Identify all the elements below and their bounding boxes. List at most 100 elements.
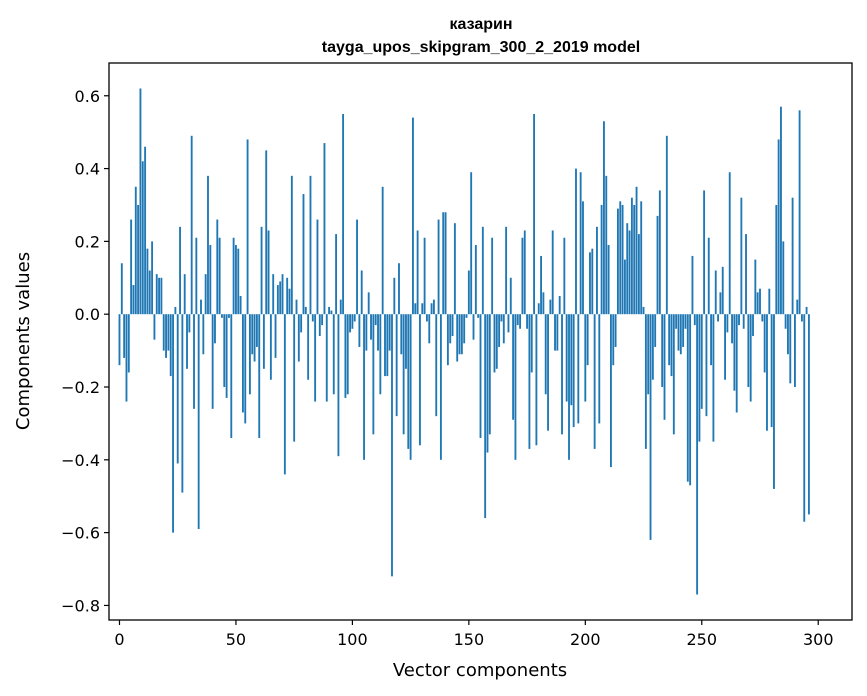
bar-175 bbox=[526, 314, 529, 329]
bar-29 bbox=[186, 314, 188, 369]
bar-114 bbox=[384, 314, 386, 377]
bar-189 bbox=[558, 295, 561, 315]
bar-52 bbox=[239, 295, 242, 315]
bar-272 bbox=[752, 314, 754, 337]
bar-231 bbox=[656, 215, 659, 315]
bar-65 bbox=[269, 314, 272, 380]
bar-95 bbox=[339, 299, 342, 315]
bar-132 bbox=[426, 314, 428, 322]
bar-22 bbox=[169, 314, 172, 377]
bar-82 bbox=[309, 175, 312, 315]
bar-248 bbox=[696, 314, 699, 595]
bar-196 bbox=[575, 168, 577, 315]
y-tick-label-5: −0.4 bbox=[61, 451, 100, 470]
bar-212 bbox=[612, 314, 615, 366]
bar-254 bbox=[710, 314, 713, 366]
bar-86 bbox=[318, 314, 321, 337]
bar-81 bbox=[307, 314, 310, 380]
bar-60 bbox=[258, 314, 261, 438]
bar-90 bbox=[328, 306, 331, 315]
bar-47 bbox=[228, 314, 230, 318]
bar-94 bbox=[337, 314, 340, 457]
bar-79 bbox=[302, 194, 305, 315]
bar-160 bbox=[491, 237, 494, 315]
bar-3 bbox=[125, 314, 128, 402]
bar-133 bbox=[428, 314, 431, 344]
bar-2 bbox=[123, 314, 126, 358]
bar-116 bbox=[388, 314, 391, 351]
bar-188 bbox=[556, 314, 559, 351]
bar-74 bbox=[290, 175, 293, 315]
bar-91 bbox=[330, 310, 333, 315]
bar-35 bbox=[200, 299, 202, 315]
bar-119 bbox=[395, 314, 398, 417]
bar-12 bbox=[146, 248, 149, 315]
bar-213 bbox=[614, 314, 617, 347]
bar-144 bbox=[453, 223, 456, 315]
y-tick-label-6: −0.6 bbox=[61, 524, 100, 543]
bar-168 bbox=[509, 277, 512, 315]
bar-178 bbox=[533, 113, 535, 315]
bar-17 bbox=[158, 277, 161, 315]
bar-280 bbox=[770, 314, 773, 428]
bar-260 bbox=[724, 314, 726, 380]
bar-266 bbox=[738, 314, 740, 326]
bar-218 bbox=[626, 223, 629, 315]
bar-291 bbox=[796, 299, 799, 315]
bar-120 bbox=[398, 263, 400, 315]
bar-107 bbox=[367, 292, 370, 315]
bar-121 bbox=[400, 314, 403, 355]
bar-159 bbox=[488, 314, 491, 435]
bar-136 bbox=[435, 314, 438, 417]
bar-165 bbox=[502, 314, 505, 344]
plot-frame bbox=[108, 62, 853, 621]
bar-224 bbox=[640, 201, 643, 315]
bar-184 bbox=[547, 314, 549, 431]
bar-207 bbox=[600, 204, 603, 315]
bar-265 bbox=[735, 314, 738, 413]
bar-258 bbox=[719, 292, 722, 315]
bar-154 bbox=[477, 314, 480, 318]
bar-158 bbox=[486, 314, 489, 453]
bar-282 bbox=[775, 204, 778, 315]
bar-43 bbox=[218, 237, 221, 315]
bar-181 bbox=[540, 255, 542, 315]
bar-214 bbox=[616, 208, 619, 315]
bar-23 bbox=[172, 314, 174, 533]
bar-288 bbox=[789, 314, 792, 384]
bar-83 bbox=[311, 314, 314, 322]
bar-195 bbox=[572, 314, 575, 428]
bar-151 bbox=[470, 172, 473, 315]
bar-243 bbox=[684, 314, 687, 329]
bar-25 bbox=[176, 314, 179, 464]
bar-137 bbox=[437, 219, 440, 315]
bar-228 bbox=[649, 314, 652, 540]
bar-232 bbox=[658, 190, 661, 315]
bar-88 bbox=[323, 143, 326, 315]
bar-92 bbox=[332, 314, 335, 395]
bar-131 bbox=[423, 237, 426, 315]
bar-157 bbox=[484, 314, 487, 519]
bar-217 bbox=[623, 259, 626, 315]
bar-281 bbox=[773, 314, 775, 489]
bar-27 bbox=[181, 314, 184, 493]
bar-98 bbox=[346, 314, 349, 395]
bar-251 bbox=[703, 190, 706, 315]
bar-111 bbox=[377, 314, 379, 351]
bar-209 bbox=[605, 175, 608, 315]
bar-208 bbox=[603, 121, 605, 315]
bar-87 bbox=[321, 314, 324, 326]
bar-105 bbox=[363, 314, 365, 460]
bar-216 bbox=[621, 204, 624, 315]
bar-45 bbox=[223, 314, 226, 388]
bar-295 bbox=[805, 306, 808, 315]
bar-283 bbox=[777, 139, 780, 315]
bar-252 bbox=[705, 314, 708, 417]
bar-4 bbox=[127, 314, 130, 373]
bar-143 bbox=[451, 314, 454, 337]
bar-263 bbox=[731, 314, 733, 344]
bar-259 bbox=[721, 266, 724, 315]
bar-67 bbox=[274, 314, 277, 358]
x-axis-label: Vector components bbox=[393, 660, 567, 681]
